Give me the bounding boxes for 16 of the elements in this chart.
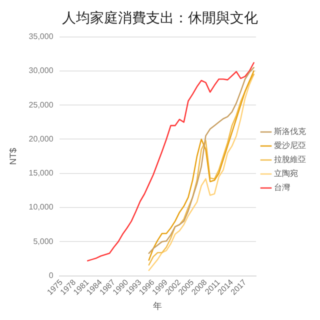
y-tick-label: 5,000 xyxy=(33,236,54,246)
legend-label: 拉脫維亞 xyxy=(274,155,306,164)
y-tick-label: 15,000 xyxy=(28,168,54,178)
legend-label: 台灣 xyxy=(274,183,290,192)
y-tick-label: 30,000 xyxy=(28,66,54,76)
y-tick-label: 20,000 xyxy=(28,134,54,144)
legend-label: 斯洛伐克 xyxy=(274,127,306,136)
legend-label: 立陶宛 xyxy=(274,169,298,178)
y-tick-label: 35,000 xyxy=(28,32,54,42)
y-tick-label: 10,000 xyxy=(28,202,54,212)
y-tick-label: 0 xyxy=(48,271,54,280)
x-axis-title: 年 xyxy=(153,301,162,312)
legend-label: 愛沙尼亞 xyxy=(274,141,306,150)
y-tick-label: 25,000 xyxy=(28,100,54,110)
chart-title: 人均家庭消費支出：休閒與文化 xyxy=(62,9,258,26)
y-axis-title: NT$ xyxy=(8,148,18,165)
